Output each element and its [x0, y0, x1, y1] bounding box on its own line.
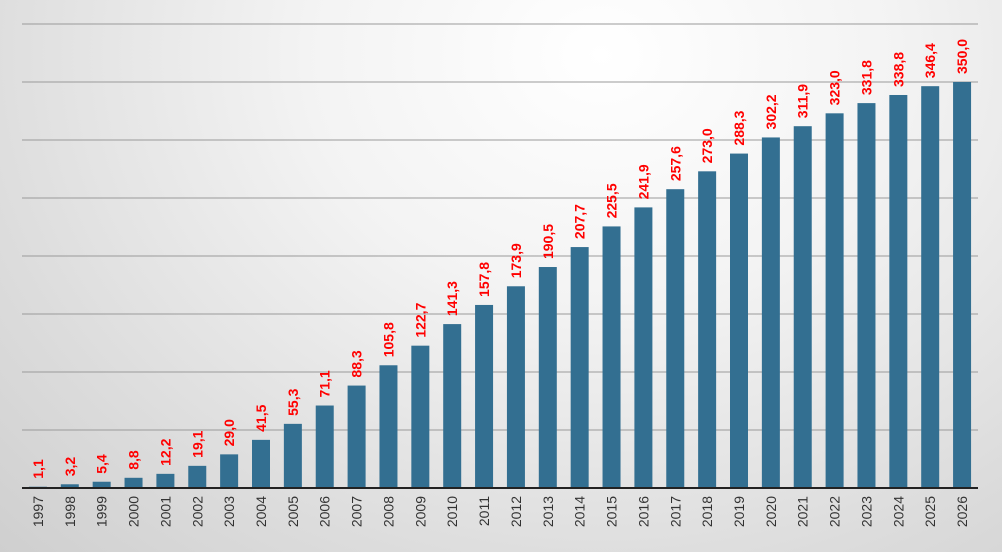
bar-2010	[443, 324, 462, 488]
bar-2016	[634, 207, 653, 488]
x-tick-label-2000: 2000	[126, 496, 142, 527]
x-tick-label-2025: 2025	[922, 496, 938, 527]
bar-2023	[857, 103, 876, 488]
bar-2012	[506, 286, 525, 488]
data-label-2009: 122,7	[412, 302, 428, 337]
x-tick-label-1999: 1999	[94, 496, 110, 527]
bar-2001	[156, 473, 175, 488]
x-tick-label-2009: 2009	[412, 496, 428, 527]
x-tick-label-2003: 2003	[221, 496, 237, 527]
data-label-2000: 8,8	[126, 450, 142, 470]
x-tick-label-2024: 2024	[890, 496, 906, 527]
x-tick-label-2011: 2011	[476, 496, 492, 526]
x-tick-label-2010: 2010	[444, 496, 460, 527]
bar-2002	[188, 465, 207, 488]
bars	[28, 82, 972, 489]
x-tick-label-2005: 2005	[285, 496, 301, 527]
data-label-2012: 173,9	[508, 243, 524, 278]
bar-2021	[793, 126, 812, 489]
data-label-1997: 1,1	[30, 459, 46, 479]
data-label-2025: 346,4	[922, 43, 938, 78]
x-tick-label-2016: 2016	[635, 496, 651, 527]
gridlines	[22, 23, 978, 431]
bar-1999	[92, 481, 111, 488]
x-tick-label-2017: 2017	[667, 496, 683, 527]
data-label-2020: 302,2	[763, 94, 779, 129]
data-labels: 1,1 3,2 5,4 8,8 12,2 19,1 29,0 41,5 55,3 71,1 88,3…	[30, 39, 970, 479]
data-label-2023: 331,8	[858, 60, 874, 95]
data-label-2005: 55,3	[285, 388, 301, 415]
x-tick-label-2014: 2014	[572, 496, 588, 527]
x-tick-label-2026: 2026	[954, 496, 970, 527]
x-tick-label-2001: 2001	[157, 496, 173, 527]
bar-2017	[666, 189, 685, 488]
bar-2000	[124, 477, 143, 488]
x-tick-label-1997: 1997	[30, 496, 46, 527]
bar-2014	[570, 247, 589, 488]
data-label-2002: 19,1	[189, 430, 205, 457]
data-label-2015: 225,5	[604, 183, 620, 218]
data-label-2022: 323,0	[827, 70, 843, 105]
bar-2009	[411, 345, 430, 488]
bar-2018	[698, 171, 717, 488]
data-label-2013: 190,5	[540, 224, 556, 259]
x-tick-label-2022: 2022	[827, 496, 843, 527]
bar-2003	[220, 454, 239, 488]
bar-2005	[283, 423, 302, 488]
bar-2015	[602, 226, 621, 489]
bar-2008	[379, 365, 398, 488]
bar-2019	[730, 153, 748, 488]
x-tick-label-2008: 2008	[380, 496, 396, 527]
data-label-2014: 207,7	[572, 204, 588, 239]
bar-2026	[953, 82, 972, 488]
bar-1998	[60, 484, 79, 488]
data-label-2006: 71,1	[317, 370, 333, 397]
bar-2006	[315, 405, 334, 488]
data-label-2024: 338,8	[890, 52, 906, 87]
x-tick-label-2021: 2021	[795, 496, 811, 527]
data-label-2017: 257,6	[667, 146, 683, 181]
data-label-2007: 88,3	[349, 350, 365, 377]
x-tick-label-2018: 2018	[699, 496, 715, 527]
data-label-2010: 141,3	[444, 281, 460, 316]
bar-2024	[889, 94, 908, 488]
bar-2011	[475, 304, 494, 488]
data-label-2011: 157,8	[476, 262, 492, 297]
bar-2022	[825, 113, 844, 488]
bar-2007	[347, 385, 366, 488]
data-label-2026: 350,0	[954, 39, 970, 74]
data-label-2016: 241,9	[635, 164, 651, 199]
x-tick-label-2004: 2004	[253, 496, 269, 527]
x-tick-label-2020: 2020	[763, 496, 779, 527]
x-tick-label-2013: 2013	[540, 496, 556, 527]
data-label-2019: 288,3	[731, 110, 747, 145]
data-label-2008: 105,8	[380, 322, 396, 357]
x-tick-label-2006: 2006	[317, 496, 333, 527]
data-label-1998: 3,2	[62, 457, 78, 477]
data-label-2004: 41,5	[253, 404, 269, 431]
x-tick-label-2012: 2012	[508, 496, 524, 527]
x-tick-label-2015: 2015	[604, 496, 620, 527]
data-label-1999: 5,4	[94, 454, 110, 474]
x-tick-label-1998: 1998	[62, 496, 78, 527]
x-tick-label-2007: 2007	[349, 496, 365, 527]
bar-2013	[538, 267, 557, 488]
data-label-2021: 311,9	[795, 84, 811, 118]
data-label-2018: 273,0	[699, 128, 715, 163]
bar-2004	[252, 439, 270, 488]
x-tick-labels: 1997 1998 1999 2000 2001 2002 2003 2004 2005 2006…	[30, 496, 970, 527]
x-tick-label-2019: 2019	[731, 496, 747, 527]
bar-2020	[761, 137, 780, 488]
data-label-2001: 12,2	[157, 438, 173, 465]
bar-2025	[921, 86, 940, 489]
x-tick-label-2002: 2002	[189, 496, 205, 527]
x-tick-label-2023: 2023	[858, 496, 874, 527]
data-label-2003: 29,0	[221, 419, 237, 446]
